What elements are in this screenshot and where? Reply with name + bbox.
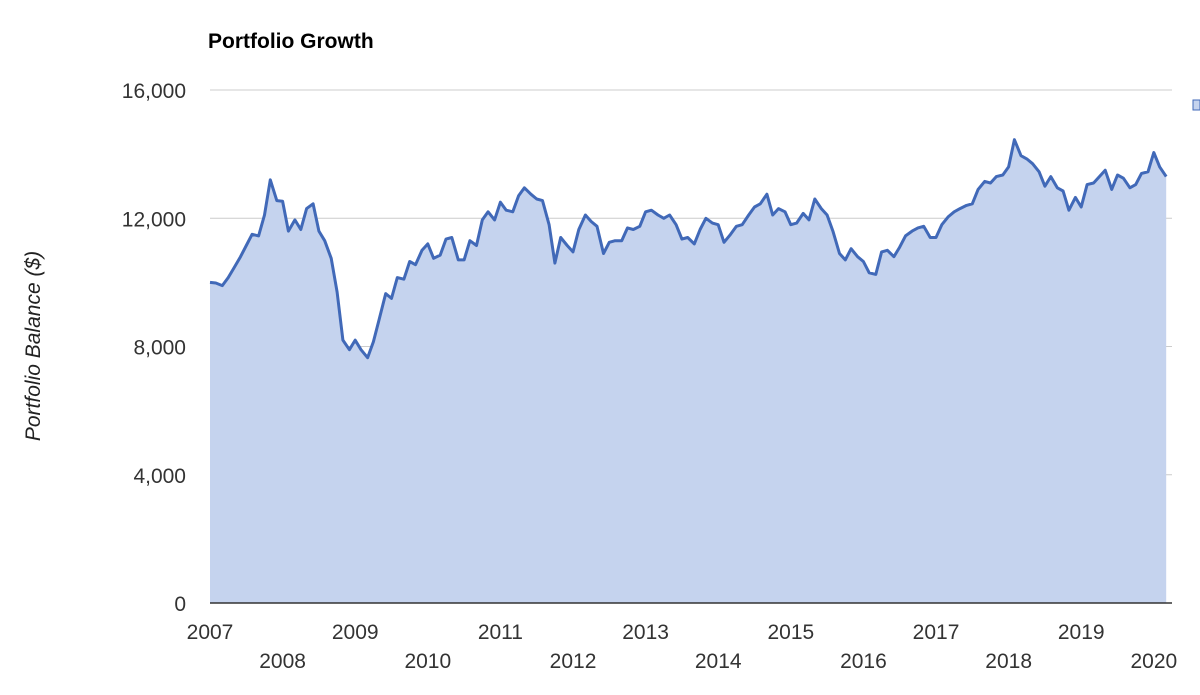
x-tick-label: 2020 bbox=[1130, 650, 1177, 673]
y-axis-ticks: 0 4,000 8,000 12,000 16,000 bbox=[122, 80, 186, 616]
y-tick-label: 8,000 bbox=[133, 337, 186, 360]
x-tick-label: 2013 bbox=[622, 621, 669, 644]
portfolio-balance-line bbox=[209, 138, 1168, 360]
y-tick-label: 16,000 bbox=[122, 80, 186, 103]
y-tick-label: 0 bbox=[174, 593, 186, 616]
x-tick-label: 2012 bbox=[550, 650, 597, 673]
y-tick-label: 12,000 bbox=[122, 208, 186, 231]
x-tick-label: 2017 bbox=[913, 621, 960, 644]
x-tick-label: 2008 bbox=[259, 650, 306, 673]
x-axis-ticks: 2007 2008 2009 2010 2011 2012 2013 2014 2015 2016… bbox=[187, 621, 1178, 673]
x-tick-label: 2015 bbox=[767, 621, 814, 644]
x-tick-label: 2014 bbox=[695, 650, 742, 673]
x-tick-label: 2009 bbox=[332, 621, 379, 644]
y-axis-label: Portfolio Balance ($) bbox=[22, 251, 45, 441]
portfolio-area-fill bbox=[210, 139, 1167, 603]
x-tick-label: 2019 bbox=[1058, 621, 1105, 644]
legend-swatch bbox=[1192, 99, 1200, 111]
chart-title: Portfolio Growth bbox=[208, 30, 374, 53]
x-tick-label: 2007 bbox=[187, 621, 234, 644]
x-tick-label: 2018 bbox=[985, 650, 1032, 673]
y-tick-label: 4,000 bbox=[133, 465, 186, 488]
x-tick-label: 2016 bbox=[840, 650, 887, 673]
x-tick-label: 2010 bbox=[404, 650, 451, 673]
x-tick-label: 2011 bbox=[478, 621, 523, 644]
